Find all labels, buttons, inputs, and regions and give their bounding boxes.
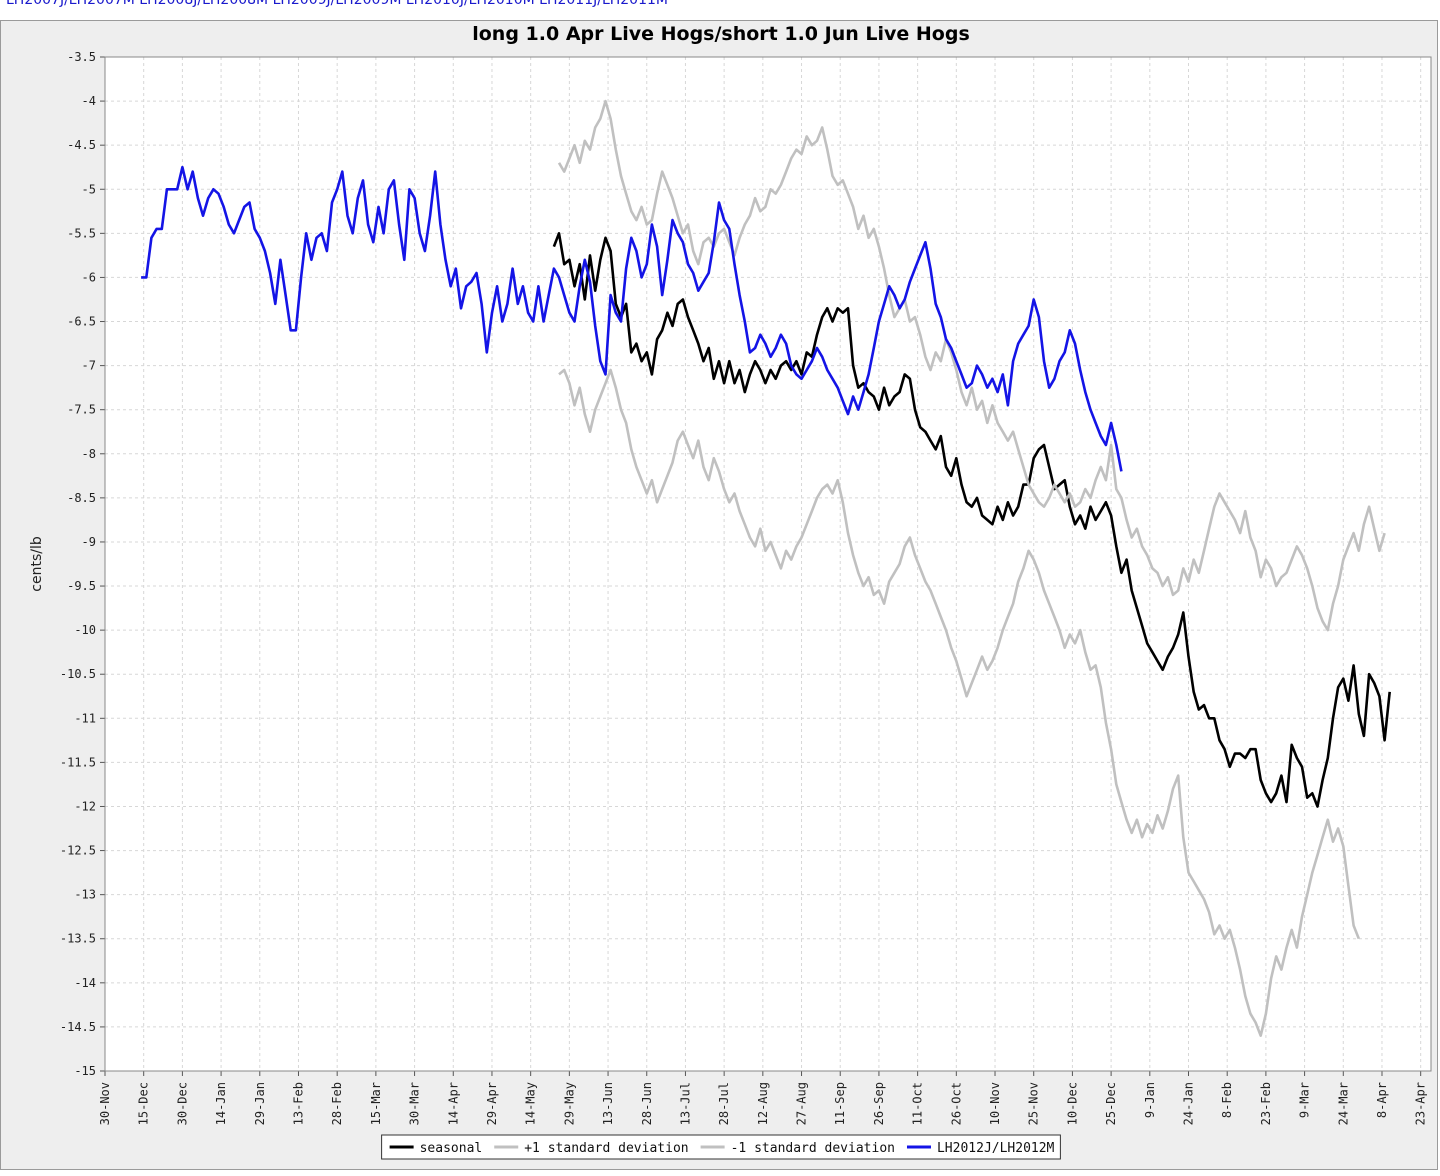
y-tick-label: -14.5: [60, 1020, 96, 1034]
legend: seasonal +1 standard deviation -1 standard…: [381, 1134, 1061, 1160]
x-tick-label: 28-Feb: [330, 1082, 344, 1125]
x-tick-label: 10-Nov: [988, 1082, 1002, 1125]
x-tick-label: 30-Nov: [98, 1082, 112, 1125]
x-tick-label: 13-Feb: [291, 1082, 305, 1125]
y-tick-label: -7.5: [67, 403, 96, 417]
x-tick-label: 28-Jun: [640, 1082, 654, 1125]
x-tick-label: 14-May: [524, 1082, 538, 1125]
y-tick-label: -11: [74, 711, 96, 725]
x-tick-label: 12-Aug: [756, 1082, 770, 1125]
legend-label: seasonal: [420, 1141, 483, 1156]
y-tick-label: -3.5: [67, 50, 96, 64]
x-tick-label: 14-Jan: [214, 1082, 228, 1125]
x-tick-label: 30-Mar: [408, 1082, 422, 1125]
y-tick-label: -8: [82, 447, 96, 461]
x-tick-label: 27-Aug: [795, 1082, 809, 1125]
y-tick-label: -13: [74, 888, 96, 902]
y-axis-label: cents/lb: [29, 536, 45, 592]
y-tick-label: -11.5: [60, 755, 96, 769]
comparison-contracts-text: LH2007J/LH2007M LH2008J/LH2008M LH2009J/…: [6, 0, 668, 8]
x-tick-label: 24-Jan: [1182, 1082, 1196, 1125]
x-tick-label: 13-Jul: [678, 1082, 692, 1125]
y-tick-label: -10.5: [60, 667, 96, 681]
series-lines: [141, 99, 1391, 1037]
y-tick-label: -6.5: [67, 315, 96, 329]
x-tick-label: 15-Mar: [369, 1082, 383, 1125]
chart-frame: long 1.0 Apr Live Hogs/short 1.0 Jun Liv…: [0, 20, 1438, 1170]
x-tick-label: 29-Jan: [253, 1082, 267, 1125]
x-tick-label: 9-Mar: [1298, 1082, 1312, 1118]
x-tick-label: 24-Mar: [1336, 1082, 1350, 1125]
seasonal-chart: long 1.0 Apr Live Hogs/short 1.0 Jun Liv…: [29, 23, 1432, 1160]
y-tick-label: -9.5: [67, 579, 96, 593]
chart-title: long 1.0 Apr Live Hogs/short 1.0 Jun Liv…: [472, 23, 970, 45]
series-line-2: [558, 368, 1361, 1037]
x-tick-label: 23-Feb: [1259, 1082, 1273, 1125]
y-tick-label: -8.5: [67, 491, 96, 505]
y-tick-label: -7: [82, 359, 96, 373]
y-tick-label: -4.5: [67, 138, 96, 152]
x-tick-label: 8-Apr: [1375, 1082, 1389, 1118]
plot-border: [104, 56, 1432, 1072]
x-tick-label: 10-Dec: [1065, 1082, 1079, 1125]
x-tick-label: 9-Jan: [1143, 1082, 1157, 1118]
x-tick-label: 11-Oct: [911, 1082, 925, 1125]
y-tick-label: -12.5: [60, 844, 96, 858]
legend-label: +1 standard deviation: [524, 1141, 688, 1156]
series-line-1: [557, 99, 1386, 632]
y-tick-label: -13.5: [60, 932, 96, 946]
x-tick-label: 26-Oct: [949, 1082, 963, 1125]
y-tick-label: -14: [74, 976, 96, 990]
x-tick-label: 25-Nov: [1027, 1082, 1041, 1125]
x-tick-label: 29-Apr: [485, 1082, 499, 1125]
x-tick-label: 26-Sep: [872, 1082, 886, 1125]
x-tick-label: 30-Dec: [175, 1082, 189, 1125]
x-tick-label: 15-Dec: [137, 1082, 151, 1125]
x-axis: 30-Nov 15-Dec 30-Dec 14-Jan 29-Jan 13-Feb 28-F…: [98, 56, 1432, 1125]
y-tick-label: -4: [82, 94, 96, 108]
x-tick-label: 8-Feb: [1220, 1082, 1234, 1118]
series-line-0: [552, 232, 1391, 808]
legend-label: LH2012J/LH2012M: [937, 1141, 1055, 1156]
x-tick-label: 11-Sep: [833, 1082, 847, 1125]
y-tick-label: -5: [82, 182, 96, 196]
y-tick-label: -12: [74, 799, 96, 813]
x-tick-label: 13-Jun: [601, 1082, 615, 1125]
plot-area: [105, 57, 1431, 1071]
series-line-3: [141, 165, 1123, 472]
x-tick-label: 25-Dec: [1104, 1082, 1118, 1125]
x-tick-label: 14-Apr: [446, 1082, 460, 1125]
y-tick-label: -15: [74, 1064, 96, 1078]
legend-label: -1 standard deviation: [731, 1141, 895, 1156]
x-tick-label: 29-May: [562, 1082, 576, 1125]
x-tick-label: 23-Apr: [1414, 1082, 1428, 1125]
y-tick-label: -9: [82, 535, 96, 549]
y-tick-label: -6: [82, 270, 96, 284]
y-tick-label: -5.5: [67, 226, 96, 240]
y-axis: -3.5 -4 -4.5 -5 -5.5 -6 -6.5 -7 -7.5 -8 -8.5 -9 -9.5…: [60, 50, 105, 1078]
y-tick-label: -10: [74, 623, 96, 637]
x-tick-label: 28-Jul: [717, 1082, 731, 1125]
